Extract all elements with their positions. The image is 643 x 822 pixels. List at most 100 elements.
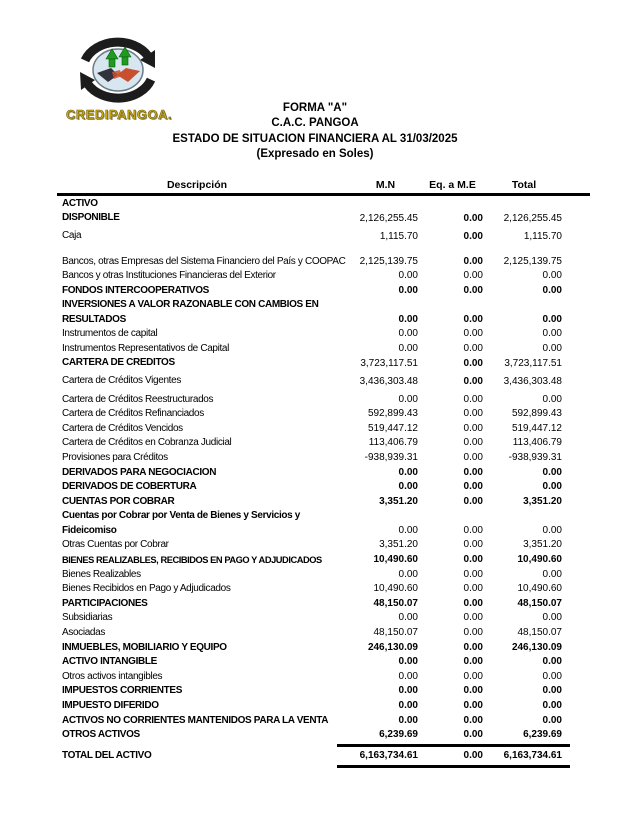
cell-total: 3,351.20 xyxy=(523,539,562,551)
cell-eq: 0.00 xyxy=(463,699,483,711)
row-label: Bienes Recibidos en Pago y Adjudicados xyxy=(62,583,231,595)
table-row: Otras Cuentas por Cobrar 3,351.20 0.00 3,35… xyxy=(57,538,590,553)
row-label: Cartera de Créditos Vencidos xyxy=(62,422,183,434)
table-row: Bienes Realizables 0.00 0.00 0.00 xyxy=(57,568,590,583)
row-values: 2,125,139.75 0.00 2,125,139.75 xyxy=(337,255,570,270)
row-label: Otras Cuentas por Cobrar xyxy=(62,539,169,551)
cell-mn: 3,351.20 xyxy=(379,539,418,551)
row-label: Cartera de Créditos Vigentes xyxy=(62,374,181,386)
row-label: DERIVADOS DE COBERTURA xyxy=(62,481,197,493)
cell-eq: 0.00 xyxy=(463,408,483,420)
row-values: 246,130.09 0.00 246,130.09 xyxy=(337,641,570,656)
table-row: IMPUESTOS CORRIENTES 0.00 0.00 0.00 xyxy=(57,684,590,699)
cell-total: 0.00 xyxy=(542,568,562,580)
row-values: 6,163,734.61 0.00 6,163,734.61 xyxy=(337,743,570,769)
cell-eq: 0.00 xyxy=(463,539,483,551)
cell-mn: 0.00 xyxy=(398,699,418,711)
table-row: BIENES REALIZABLES, RECIBIDOS EN PAGO Y … xyxy=(57,553,590,568)
table-body: ACTIVO DISPONIBLE 2,126,255.45 0.00 2,126,25… xyxy=(57,196,590,769)
cell-total: 0.00 xyxy=(542,612,562,624)
cell-total: 3,351.20 xyxy=(523,495,562,507)
table-row: Bancos, otras Empresas del Sistema Finan… xyxy=(57,255,590,270)
cell-total: 0.00 xyxy=(542,313,562,325)
table-row: Subsidiarias 0.00 0.00 0.00 xyxy=(57,611,590,626)
cell-eq: 0.00 xyxy=(463,749,483,761)
row-values: 6,239.69 0.00 6,239.69 xyxy=(337,728,570,743)
cell-mn: 0.00 xyxy=(398,466,418,478)
table-row: Instrumentos de capital 0.00 0.00 0.00 xyxy=(57,327,590,342)
table-row: OTROS ACTIVOS 6,239.69 0.00 6,239.69 xyxy=(57,728,590,743)
cell-total: 0.00 xyxy=(542,393,562,405)
cell-eq: 0.00 xyxy=(463,583,483,595)
cell-total: 246,130.09 xyxy=(511,641,562,653)
row-values: 1,115.70 0.00 1,115.70 xyxy=(337,230,570,243)
cell-total: 592,899.43 xyxy=(511,408,562,420)
cell-eq: 0.00 xyxy=(463,612,483,624)
cell-eq: 0.00 xyxy=(463,495,483,507)
cell-total: 1,115.70 xyxy=(523,230,562,242)
cell-mn: 6,239.69 xyxy=(379,729,418,741)
cell-mn: 2,125,139.75 xyxy=(359,255,418,267)
cell-mn: 10,490.60 xyxy=(373,583,419,595)
table-row: Bancos y otras Instituciones Financieras… xyxy=(57,269,590,284)
cell-mn: 0.00 xyxy=(398,313,418,325)
row-label: CARTERA DE CREDITOS xyxy=(62,356,175,368)
cell-mn: 0.00 xyxy=(398,481,418,493)
cell-mn: 519,447.12 xyxy=(367,422,418,434)
cell-eq: 0.00 xyxy=(463,255,483,267)
row-label: Bancos, otras Empresas del Sistema Finan… xyxy=(62,255,346,267)
table-header-values: M.N Eq. a M.E Total xyxy=(337,179,570,191)
cell-total: 0.00 xyxy=(542,328,562,340)
row-label: Subsidiarias xyxy=(62,612,113,624)
table-row: Cartera de Créditos en Cobranza Judicial… xyxy=(57,436,590,451)
cell-mn: 113,406.79 xyxy=(368,437,418,449)
row-label: INMUEBLES, MOBILIARIO Y EQUIPO xyxy=(62,641,227,653)
row-label: OTROS ACTIVOS xyxy=(62,729,140,741)
table-row: INMUEBLES, MOBILIARIO Y EQUIPO 246,130.09… xyxy=(57,640,590,655)
cell-mn: -938,939.31 xyxy=(364,452,418,464)
row-label: Cartera de Créditos en Cobranza Judicial xyxy=(62,437,232,449)
row-values: 3,351.20 0.00 3,351.20 xyxy=(337,538,570,553)
row-label: IMPUESTOS CORRIENTES xyxy=(62,685,183,697)
row-label: INVERSIONES A VALOR RAZONABLE CON CAMBIO… xyxy=(62,299,319,325)
cell-eq: 0.00 xyxy=(463,284,483,296)
cell-mn: 0.00 xyxy=(398,568,418,580)
row-label: Cartera de Créditos Refinanciados xyxy=(62,408,204,420)
table-row: Caja 1,115.70 0.00 1,115.70 xyxy=(57,230,590,248)
cell-mn: 0.00 xyxy=(398,685,418,697)
cell-mn: 6,163,734.61 xyxy=(359,749,418,761)
row-values: 592,899.43 0.00 592,899.43 xyxy=(337,407,570,422)
row-values: 0.00 0.00 0.00 xyxy=(337,466,570,481)
table-row: Instrumentos Representativos de Capital 0… xyxy=(57,342,590,357)
form-label: FORMA "A" xyxy=(282,102,348,114)
row-values: 0.00 0.00 0.00 xyxy=(337,524,570,539)
cell-total: 3,723,117.51 xyxy=(504,357,562,369)
cell-mn: 0.00 xyxy=(398,656,418,668)
cell-mn: 0.00 xyxy=(398,343,418,355)
row-values: 0.00 0.00 0.00 xyxy=(337,269,570,284)
row-label: DERIVADOS PARA NEGOCIACION xyxy=(62,466,217,478)
cell-mn: 246,130.09 xyxy=(367,641,418,653)
table-row: CUENTAS POR COBRAR 3,351.20 0.00 3,351.20 xyxy=(57,495,590,510)
cell-eq: 0.00 xyxy=(463,568,483,580)
cell-eq: 0.00 xyxy=(463,343,483,355)
row-label: DISPONIBLE xyxy=(62,211,120,223)
cell-eq: 0.00 xyxy=(463,437,483,449)
cell-eq: 0.00 xyxy=(463,466,483,478)
row-label: IMPUESTO DIFERIDO xyxy=(62,699,159,711)
cell-eq: 0.00 xyxy=(463,524,483,536)
report-subtitle: (Expresado en Soles) xyxy=(256,148,374,161)
row-label: Bancos y otras Instituciones Financieras… xyxy=(62,270,276,282)
table-row: DERIVADOS DE COBERTURA 0.00 0.00 0.00 xyxy=(57,480,590,495)
table-row: DERIVADOS PARA NEGOCIACION 0.00 0.00 0.00 xyxy=(57,466,590,481)
row-label: Cartera de Créditos Reestructurados xyxy=(62,393,214,405)
logo: CREDIPANGOA. xyxy=(62,32,180,122)
col-header-descripcion: Descripción xyxy=(166,179,228,191)
circular-arrows-handshake-icon xyxy=(80,37,156,103)
cell-eq: 0.00 xyxy=(463,328,483,340)
cell-total: 0.00 xyxy=(542,270,562,282)
row-label: Asociadas xyxy=(62,626,105,638)
cell-eq: 0.00 xyxy=(463,626,483,638)
cell-eq: 0.00 xyxy=(463,685,483,697)
cell-total: 6,163,734.61 xyxy=(503,749,562,761)
